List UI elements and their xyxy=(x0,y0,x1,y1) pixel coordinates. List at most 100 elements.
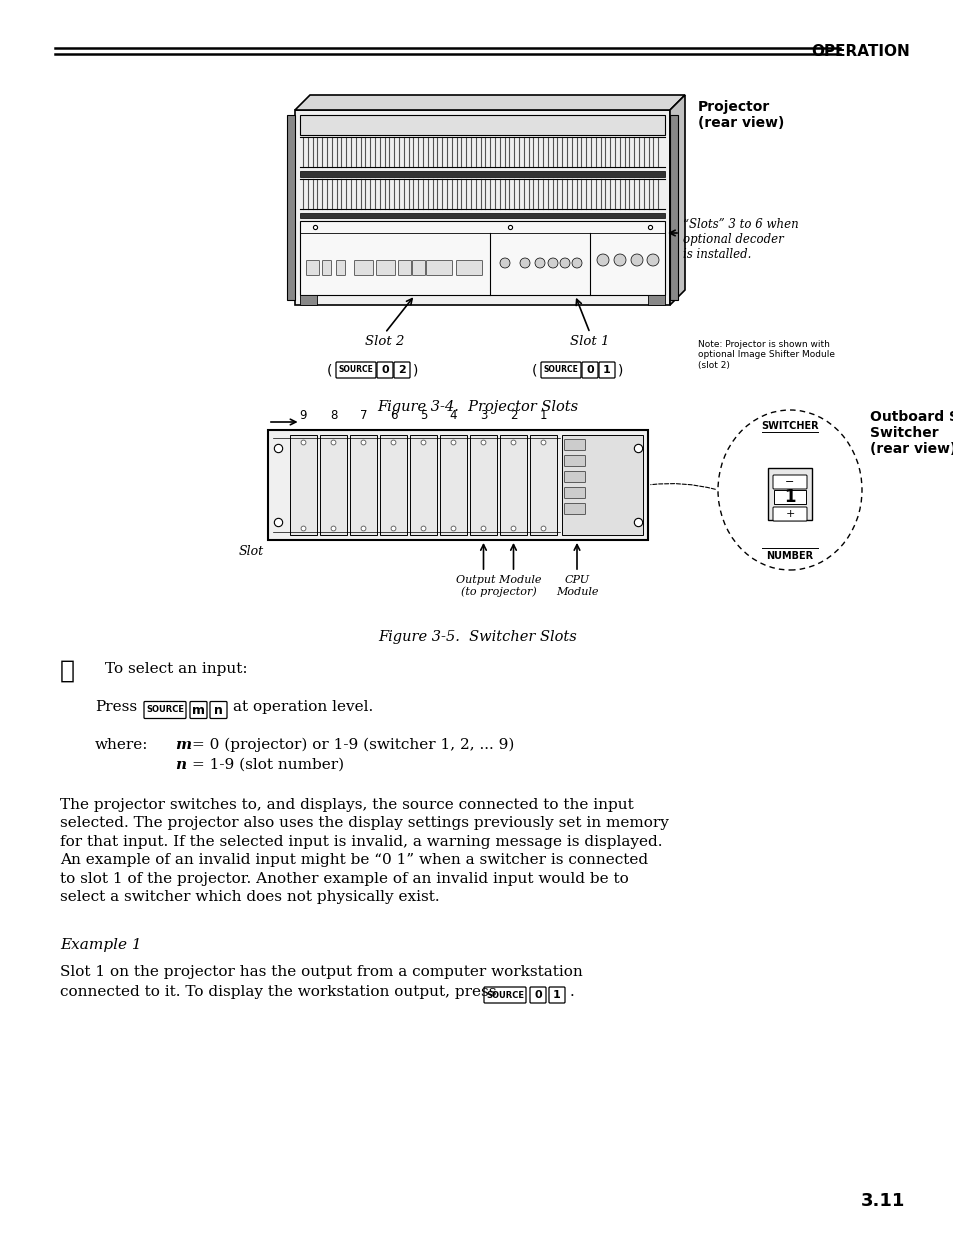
FancyBboxPatch shape xyxy=(190,701,207,719)
Text: ☞: ☞ xyxy=(60,659,75,683)
Text: = 0 (projector) or 1-9 (switcher 1, 2, ... 9): = 0 (projector) or 1-9 (switcher 1, 2, .… xyxy=(192,739,514,752)
Circle shape xyxy=(547,258,558,268)
Text: 4: 4 xyxy=(449,409,456,422)
FancyBboxPatch shape xyxy=(336,261,345,275)
Text: .: . xyxy=(569,986,574,999)
Text: Example 1: Example 1 xyxy=(60,939,141,952)
FancyBboxPatch shape xyxy=(772,475,806,489)
Text: Output Module
(to projector): Output Module (to projector) xyxy=(456,576,540,598)
Text: Slot 1 on the projector has the output from a computer workstation: Slot 1 on the projector has the output f… xyxy=(60,965,582,979)
FancyBboxPatch shape xyxy=(483,987,525,1003)
Text: The projector switches to, and displays, the source connected to the input
selec: The projector switches to, and displays,… xyxy=(60,798,668,904)
Text: 0: 0 xyxy=(534,990,541,1000)
Polygon shape xyxy=(561,435,642,535)
Text: 7: 7 xyxy=(359,409,367,422)
FancyBboxPatch shape xyxy=(564,488,585,499)
FancyBboxPatch shape xyxy=(530,987,545,1003)
Circle shape xyxy=(535,258,544,268)
Text: To select an input:: To select an input: xyxy=(105,662,248,676)
Text: 9: 9 xyxy=(299,409,307,422)
Text: 2: 2 xyxy=(397,366,405,375)
FancyBboxPatch shape xyxy=(773,490,805,504)
Text: Figure 3-4.  Projector Slots: Figure 3-4. Projector Slots xyxy=(377,400,578,414)
FancyBboxPatch shape xyxy=(335,362,375,378)
Text: m: m xyxy=(192,704,205,716)
Circle shape xyxy=(597,254,608,266)
FancyBboxPatch shape xyxy=(355,261,374,275)
Text: Slot: Slot xyxy=(238,545,264,558)
FancyBboxPatch shape xyxy=(398,261,411,275)
FancyBboxPatch shape xyxy=(564,504,585,515)
Text: connected to it. To display the workstation output, press: connected to it. To display the workstat… xyxy=(60,986,496,999)
Text: SWITCHER: SWITCHER xyxy=(760,421,818,431)
Text: 8: 8 xyxy=(330,409,336,422)
Polygon shape xyxy=(319,435,347,535)
FancyBboxPatch shape xyxy=(581,362,598,378)
Text: (: ( xyxy=(327,363,333,377)
Text: 2: 2 xyxy=(509,409,517,422)
FancyBboxPatch shape xyxy=(564,456,585,467)
FancyBboxPatch shape xyxy=(426,261,452,275)
Text: Note: Projector is shown with
optional Image Shifter Module
(slot 2): Note: Projector is shown with optional I… xyxy=(698,340,834,369)
Polygon shape xyxy=(647,295,664,305)
Polygon shape xyxy=(268,430,647,540)
FancyBboxPatch shape xyxy=(548,987,564,1003)
Text: where:: where: xyxy=(95,739,149,752)
Text: m: m xyxy=(170,739,192,752)
Text: NUMBER: NUMBER xyxy=(765,551,813,561)
FancyBboxPatch shape xyxy=(564,440,585,451)
Text: SOURCE: SOURCE xyxy=(543,366,578,374)
Polygon shape xyxy=(299,170,664,177)
Text: OPERATION: OPERATION xyxy=(810,43,909,58)
Text: at operation level.: at operation level. xyxy=(233,700,373,714)
Text: (: ( xyxy=(532,363,537,377)
Polygon shape xyxy=(499,435,526,535)
Text: “Slots” 3 to 6 when
optional decoder
is installed.: “Slots” 3 to 6 when optional decoder is … xyxy=(682,219,798,261)
Polygon shape xyxy=(530,435,557,535)
Text: SOURCE: SOURCE xyxy=(146,705,184,715)
Text: n: n xyxy=(170,758,187,772)
FancyBboxPatch shape xyxy=(376,261,395,275)
Circle shape xyxy=(499,258,510,268)
Polygon shape xyxy=(287,115,294,300)
Circle shape xyxy=(519,258,530,268)
Text: 0: 0 xyxy=(381,366,389,375)
FancyBboxPatch shape xyxy=(767,468,811,520)
Text: Press: Press xyxy=(95,700,137,714)
Polygon shape xyxy=(299,212,664,219)
Text: CPU
Module: CPU Module xyxy=(556,576,598,597)
Polygon shape xyxy=(290,435,316,535)
Text: Outboard Signal
Switcher
(rear view): Outboard Signal Switcher (rear view) xyxy=(869,410,953,457)
FancyBboxPatch shape xyxy=(564,472,585,483)
Text: −: − xyxy=(784,477,794,487)
Text: Projector
(rear view): Projector (rear view) xyxy=(698,100,783,130)
Text: ): ) xyxy=(413,363,418,377)
FancyBboxPatch shape xyxy=(412,261,425,275)
Text: SOURCE: SOURCE xyxy=(338,366,373,374)
FancyBboxPatch shape xyxy=(210,701,227,719)
FancyBboxPatch shape xyxy=(394,362,410,378)
Circle shape xyxy=(614,254,625,266)
Polygon shape xyxy=(294,95,684,110)
Text: 3.11: 3.11 xyxy=(860,1192,904,1210)
Text: 1: 1 xyxy=(553,990,560,1000)
Polygon shape xyxy=(669,95,684,305)
FancyBboxPatch shape xyxy=(598,362,615,378)
Polygon shape xyxy=(294,110,669,305)
FancyBboxPatch shape xyxy=(772,508,806,521)
Text: Figure 3-5.  Switcher Slots: Figure 3-5. Switcher Slots xyxy=(378,630,577,643)
FancyBboxPatch shape xyxy=(144,701,186,719)
Text: = 1-9 (slot number): = 1-9 (slot number) xyxy=(192,758,344,772)
Text: 1: 1 xyxy=(539,409,547,422)
Text: 5: 5 xyxy=(419,409,427,422)
Circle shape xyxy=(646,254,659,266)
Text: 0: 0 xyxy=(585,366,593,375)
Text: 3: 3 xyxy=(479,409,487,422)
Text: +: + xyxy=(784,509,794,519)
Polygon shape xyxy=(299,295,316,305)
Polygon shape xyxy=(470,435,497,535)
Polygon shape xyxy=(410,435,436,535)
Text: Slot 1: Slot 1 xyxy=(570,335,609,348)
Text: ): ) xyxy=(618,363,623,377)
Polygon shape xyxy=(439,435,467,535)
